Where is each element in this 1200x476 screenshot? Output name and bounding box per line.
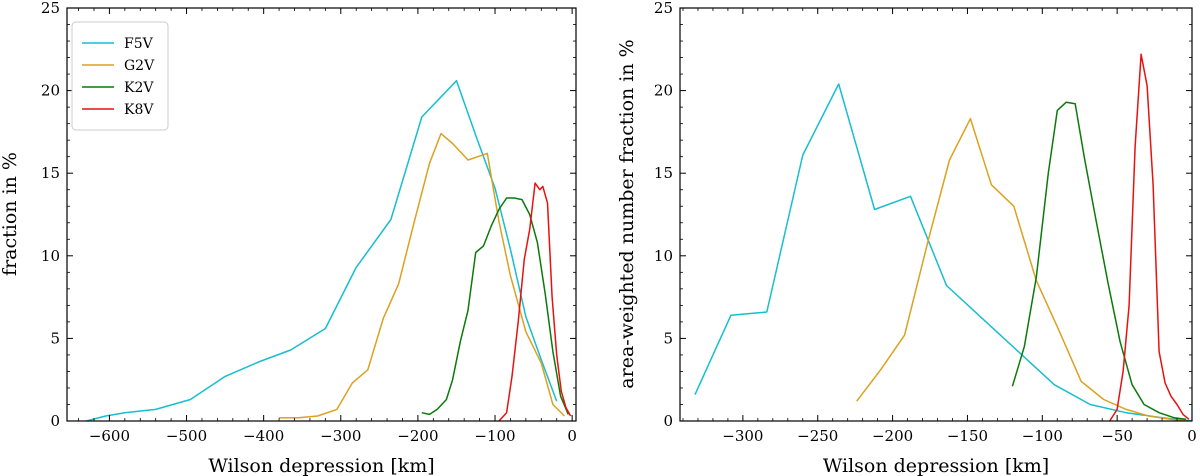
legend-label-f5v: F5V [124,36,154,52]
right-y-tick-label: 5 [663,329,673,347]
right-y-axis-label: area-weighted number fraction in % [616,39,638,388]
right-series-group [694,53,1192,421]
legend-box [71,21,169,131]
right-series-k8v-line [1109,53,1190,421]
right-y-tick-label: 20 [654,82,673,100]
left-series-k8v-line [498,182,572,421]
right-x-tick-label: −300 [722,427,763,445]
left-y-axis-label: fraction in % [0,152,21,276]
right-y-tick-label: 0 [663,412,673,430]
right-y-tick-label: 15 [654,164,673,182]
legend: F5V G2V K2V K8V [71,21,169,131]
left-x-tick-label: −100 [474,427,515,445]
right-x-tick-label: −200 [872,427,913,445]
left-x-axis-label: Wilson depression [km] [208,455,434,476]
right-x-tick-label: 0 [1187,427,1197,445]
left-y-tick-label: 15 [41,164,60,182]
right-x-tick-label: −50 [1101,427,1133,445]
left-x-tick-label: 0 [567,427,577,445]
right-panel: −300 −250 −200 −150 −100 −50 0 0 5 10 15 20 25 Wilso… [616,0,1197,476]
right-plot-frame [679,7,1193,422]
left-y-tick-label: 20 [41,82,60,100]
left-plot-frame [66,7,577,422]
right-x-tick-label: −150 [947,427,988,445]
right-series-f5v-line [694,83,1192,421]
legend-label-k8v: K8V [124,102,154,118]
right-x-tick-label: −100 [1022,427,1063,445]
left-y-tick-label: 25 [41,0,60,17]
left-y-tick-label: 5 [50,329,60,347]
left-x-tick-label: −500 [166,427,207,445]
left-series-group [86,79,572,421]
right-series-k2v-line [1011,101,1187,421]
left-ticks: −600 −500 −400 −300 −200 −100 0 0 5 10 15 20 25 [41,0,577,445]
left-x-tick-label: −200 [397,427,438,445]
left-series-f5v-line [86,79,558,421]
left-series-g2v-line [279,132,565,419]
left-y-tick-label: 10 [41,247,60,265]
right-x-tick-label: −250 [797,427,838,445]
left-series-k2v-line [421,197,569,416]
left-x-tick-label: −300 [320,427,361,445]
left-x-tick-label: −600 [89,427,130,445]
left-y-tick-label: 0 [50,412,60,430]
left-panel: −600 −500 −400 −300 −200 −100 0 0 5 10 15 20 25 Wils… [0,0,577,476]
right-y-tick-label: 10 [654,247,673,265]
right-y-tick-label: 25 [654,0,673,17]
right-x-axis-label: Wilson depression [km] [823,455,1049,476]
left-x-tick-label: −400 [243,427,284,445]
legend-label-g2v: G2V [124,58,155,74]
right-series-g2v-line [856,117,1187,421]
legend-label-k2v: K2V [124,80,154,96]
right-ticks: −300 −250 −200 −150 −100 −50 0 0 5 10 15 20 25 [654,0,1197,445]
